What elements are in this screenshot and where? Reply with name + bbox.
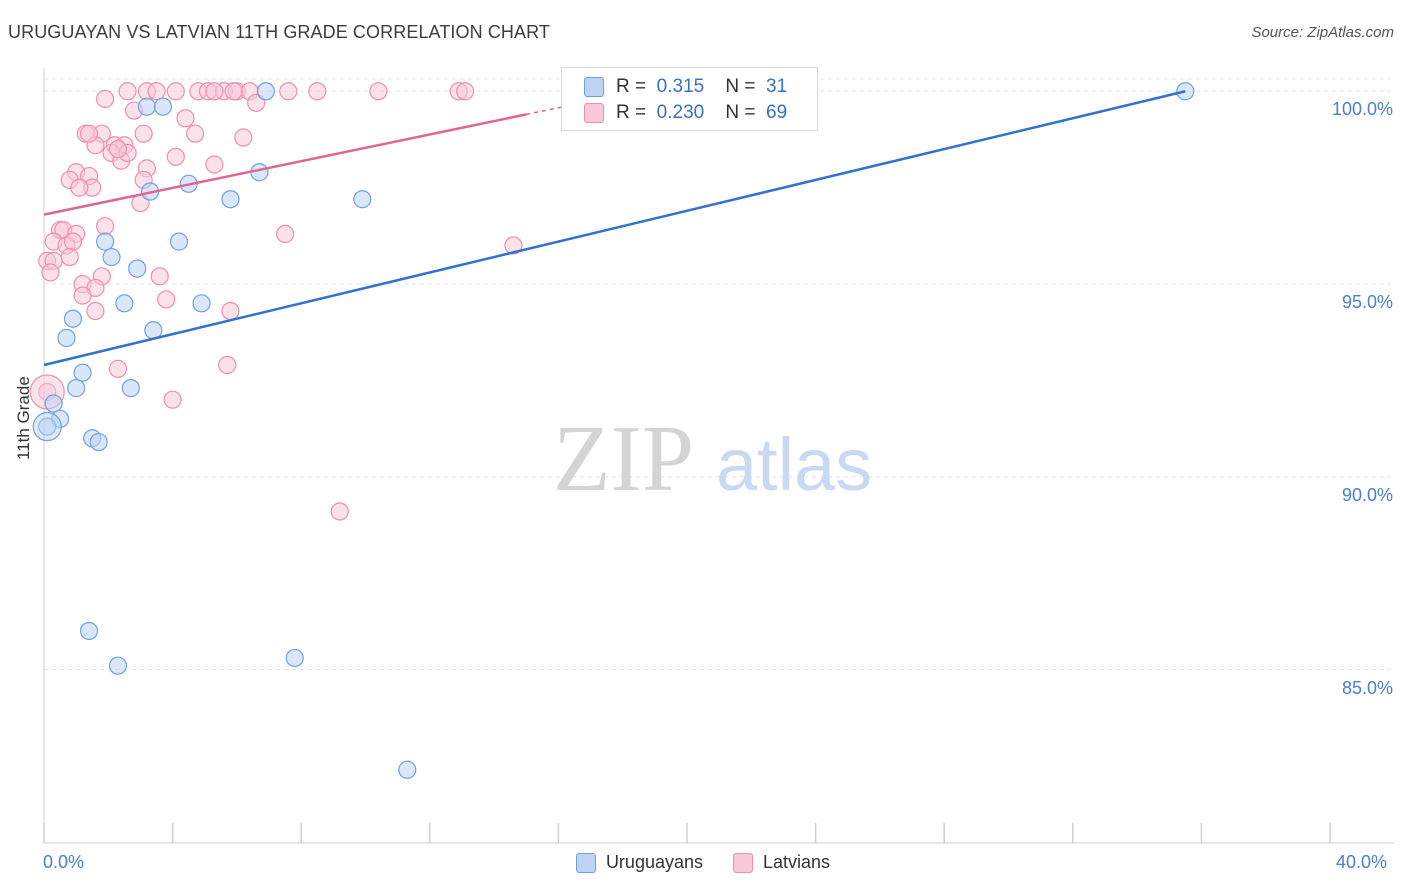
latvians-point: [177, 110, 194, 127]
latvians-trend-extension: [526, 107, 561, 114]
y-tick-label: 95.0%: [1342, 292, 1393, 313]
uruguayans-point: [97, 233, 114, 250]
r-value: 0.230: [657, 102, 705, 124]
latvians-point: [158, 291, 175, 308]
r-label: R =: [616, 76, 646, 98]
latvians-point: [64, 233, 81, 250]
latvians-point: [97, 90, 114, 107]
watermark-atlas: atlas: [716, 423, 872, 506]
uruguayans-point: [129, 260, 146, 277]
n-value: 69: [766, 102, 787, 124]
latvians-point: [277, 225, 294, 242]
legend-item-uruguayans[interactable]: Uruguayans: [576, 852, 703, 873]
latvians-point: [235, 129, 252, 146]
latvians-legend-swatch: [733, 853, 753, 873]
latvians-point: [206, 83, 223, 100]
latvians-point: [148, 83, 165, 100]
latvians-swatch: [584, 103, 604, 123]
n-label: N =: [725, 76, 755, 98]
latvians-point: [225, 83, 242, 100]
latvians-point: [61, 249, 78, 266]
uruguayans-point: [222, 191, 239, 208]
stats-legend: R = 0.315 N = 31 R = 0.230 N = 69: [561, 67, 818, 131]
uruguayans-point: [74, 364, 91, 381]
uruguayans-point: [193, 295, 210, 312]
latvians-point: [109, 360, 126, 377]
n-value: 31: [766, 76, 787, 98]
latvians-point: [151, 268, 168, 285]
uruguayans-point: [354, 191, 371, 208]
uruguayans-point: [286, 649, 303, 666]
uruguayans-point: [154, 98, 171, 115]
chart-plot: ZIP atlas: [0, 0, 1406, 892]
y-tick-label: 100.0%: [1332, 99, 1393, 120]
latvians-point: [222, 303, 239, 320]
latvians-points: [30, 83, 522, 520]
uruguayans-legend-label: Uruguayans: [606, 852, 703, 873]
latvians-point: [457, 83, 474, 100]
watermark: ZIP atlas: [553, 407, 872, 511]
latvians-point: [219, 356, 236, 373]
latvians-point: [206, 156, 223, 173]
y-axis-label: 11th Grade: [14, 376, 34, 460]
r-label: R =: [616, 102, 646, 124]
latvians-point: [331, 503, 348, 520]
n-label: N =: [725, 102, 755, 124]
latvians-point: [167, 83, 184, 100]
uruguayans-point: [257, 83, 274, 100]
latvians-legend-label: Latvians: [763, 852, 830, 873]
uruguayans-point: [64, 310, 81, 327]
uruguayans-point: [109, 657, 126, 674]
latvians-point: [370, 83, 387, 100]
series-legend: Uruguayans Latvians: [0, 852, 1406, 873]
uruguayans-point: [122, 380, 139, 397]
grid-lines: [44, 79, 1390, 670]
legend-item-latvians[interactable]: Latvians: [733, 852, 830, 873]
y-tick-label: 90.0%: [1342, 485, 1393, 506]
uruguayans-point: [58, 329, 75, 346]
uruguayans-point: [90, 434, 107, 451]
uruguayans-trend-line: [44, 91, 1185, 365]
latvians-point: [42, 264, 59, 281]
latvians-point: [87, 303, 104, 320]
uruguayans-point: [116, 295, 133, 312]
uruguayans-swatch: [584, 77, 604, 97]
latvians-point: [109, 141, 126, 158]
latvians-point: [135, 125, 152, 142]
y-tick-label: 85.0%: [1342, 678, 1393, 699]
trend-lines: [44, 91, 1185, 365]
uruguayans-legend-swatch: [576, 853, 596, 873]
legend-row-uruguayans: R = 0.315 N = 31: [584, 75, 787, 99]
uruguayans-point: [45, 395, 62, 412]
uruguayans-point: [68, 380, 85, 397]
uruguayans-point: [399, 761, 416, 778]
uruguayans-point: [103, 249, 120, 266]
latvians-point: [74, 287, 91, 304]
latvians-point: [81, 125, 98, 142]
latvians-point: [71, 179, 88, 196]
latvians-point: [119, 83, 136, 100]
watermark-zip: ZIP: [553, 407, 694, 511]
latvians-point: [164, 391, 181, 408]
r-value: 0.315: [657, 76, 705, 98]
latvians-point: [280, 83, 297, 100]
uruguayans-point: [138, 98, 155, 115]
uruguayans-point-large: [33, 413, 61, 441]
legend-row-latvians: R = 0.230 N = 69: [584, 101, 787, 125]
latvians-point: [187, 125, 204, 142]
latvians-point: [97, 218, 114, 235]
uruguayans-point: [171, 233, 188, 250]
uruguayans-point: [81, 622, 98, 639]
latvians-point: [167, 148, 184, 165]
latvians-point: [309, 83, 326, 100]
